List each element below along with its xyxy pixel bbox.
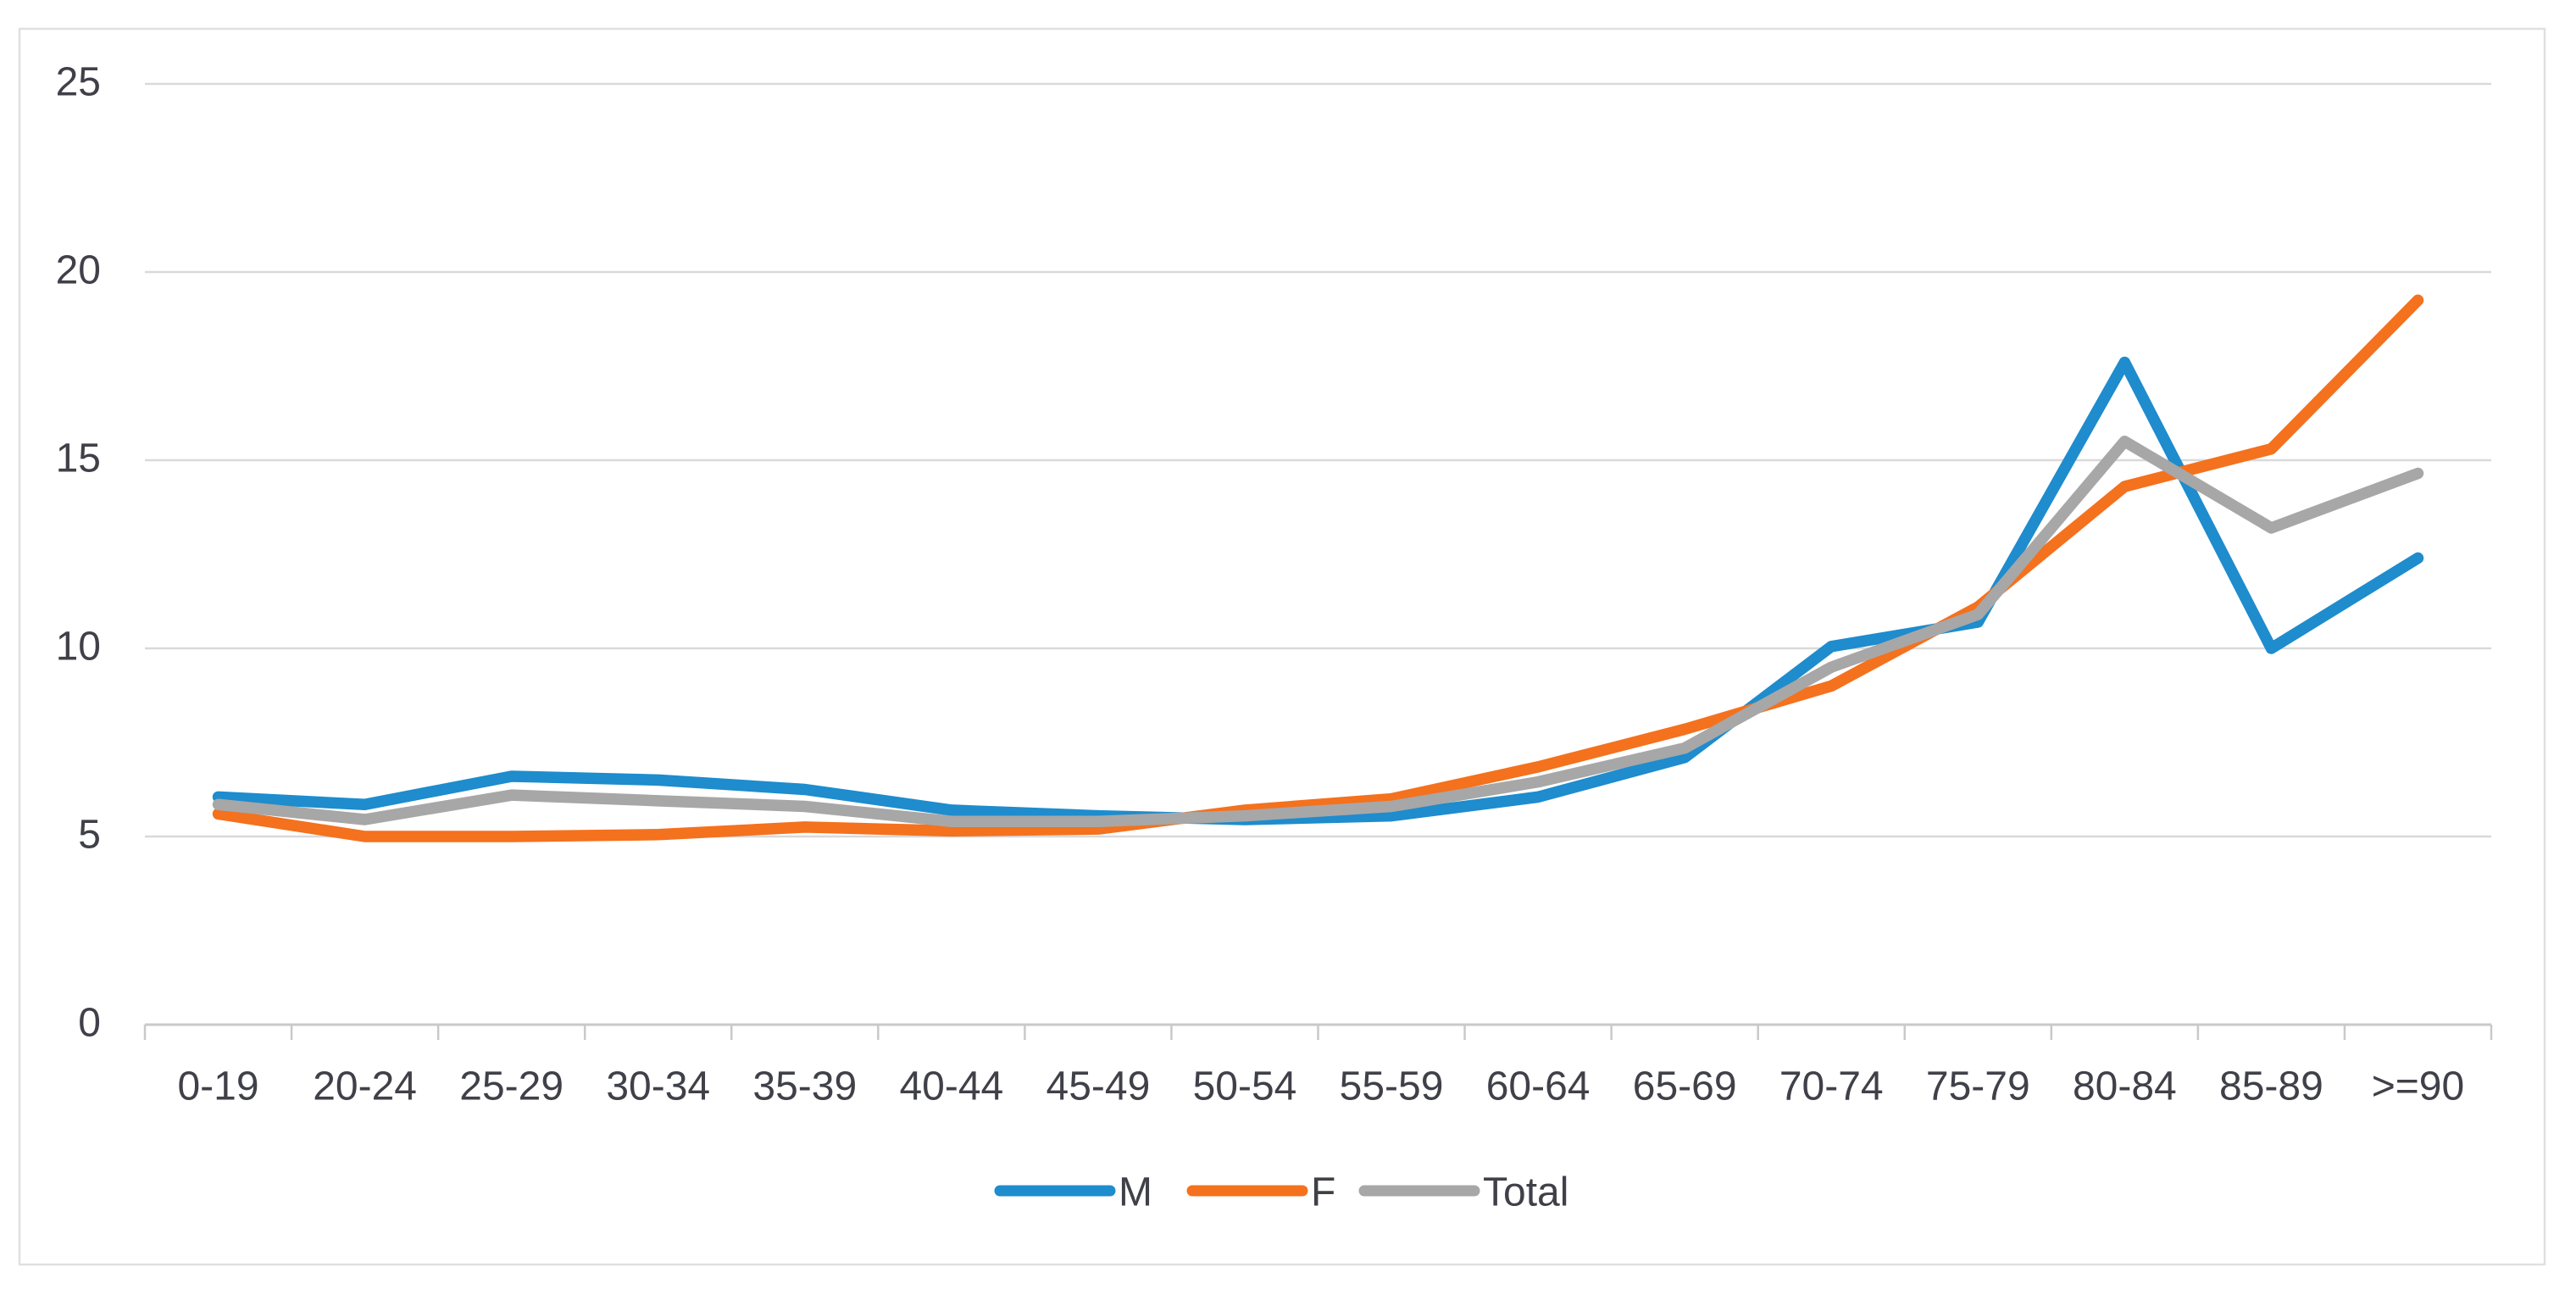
y-axis-label: 15 [56, 436, 101, 481]
x-axis-label: 40-44 [899, 1064, 1003, 1109]
legend-label-total: Total [1483, 1170, 1568, 1215]
x-axis-label: >=90 [2372, 1064, 2464, 1109]
x-axis-label: 0-19 [177, 1064, 258, 1109]
legend-label-f: F [1311, 1170, 1335, 1215]
y-axis-label: 10 [56, 625, 101, 670]
x-axis-label: 25-29 [459, 1064, 564, 1109]
y-axis-label: 25 [56, 60, 101, 105]
x-axis-label: 20-24 [313, 1064, 417, 1109]
x-axis-label: 45-49 [1046, 1064, 1151, 1109]
x-axis-label: 70-74 [1779, 1064, 1884, 1109]
series-line-f [212, 294, 2424, 842]
x-axis-label: 60-64 [1486, 1064, 1591, 1109]
y-axis-label: 5 [78, 813, 101, 858]
x-axis-label: 30-34 [606, 1064, 710, 1109]
x-axis-label: 85-89 [2219, 1064, 2323, 1109]
x-axis-label: 65-69 [1633, 1064, 1737, 1109]
x-axis-label: 50-54 [1193, 1064, 1297, 1109]
chart-frame-border [18, 27, 2546, 1266]
series-line-m [212, 356, 2424, 825]
x-axis-label: 75-79 [1926, 1064, 2030, 1109]
x-axis-label: 55-59 [1340, 1064, 1444, 1109]
x-axis-label: 35-39 [752, 1064, 857, 1109]
y-axis-label: 0 [78, 1001, 101, 1046]
y-axis-label: 20 [56, 248, 101, 293]
x-axis-label: 80-84 [2073, 1064, 2177, 1109]
legend-label-m: M [1119, 1170, 1152, 1215]
series-line-total [212, 436, 2424, 827]
